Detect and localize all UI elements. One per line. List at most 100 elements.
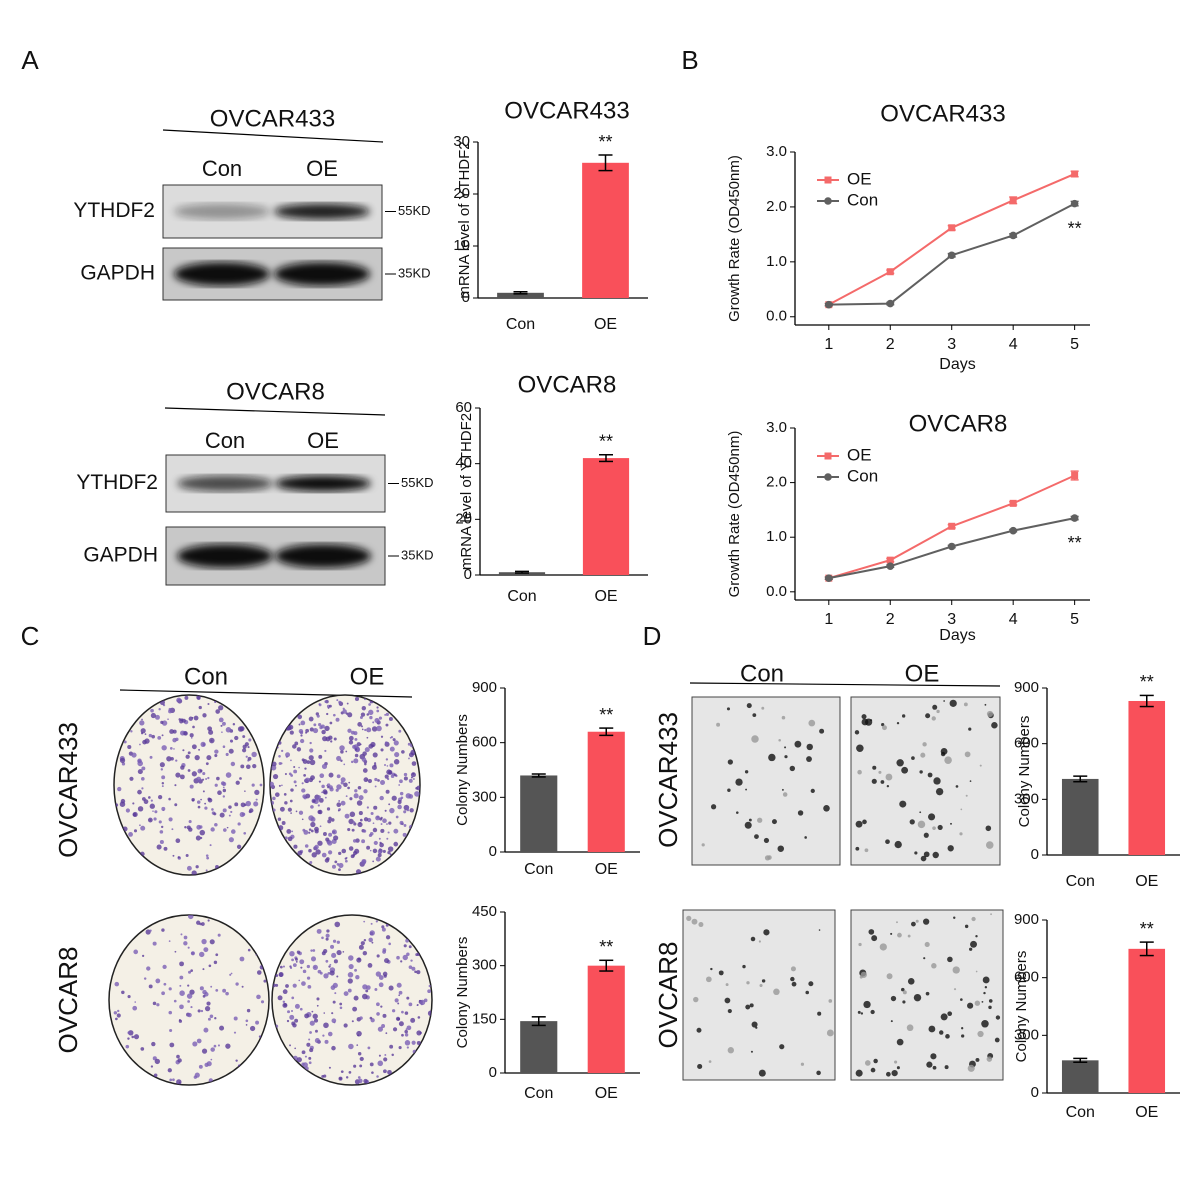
- agar-colony: [968, 727, 972, 731]
- colony: [302, 794, 307, 799]
- x-tick-label: 1: [824, 611, 833, 628]
- chart-title: OVCAR8: [518, 371, 617, 398]
- colony: [388, 985, 394, 991]
- colony: [225, 727, 232, 733]
- colony: [180, 933, 183, 936]
- agar-colony: [925, 713, 931, 719]
- colony: [133, 949, 139, 955]
- colony: [364, 747, 370, 753]
- blot-band: [174, 262, 270, 286]
- colony: [184, 695, 189, 700]
- colony: [169, 1078, 173, 1082]
- colony: [408, 945, 412, 949]
- agar-colony: [797, 810, 804, 816]
- colony: [388, 803, 391, 806]
- colony: [169, 747, 173, 750]
- colony: [202, 713, 207, 718]
- colony: [366, 713, 370, 716]
- colony: [333, 959, 338, 964]
- colony: [298, 979, 301, 982]
- colony: [159, 839, 164, 845]
- colony: [148, 984, 153, 989]
- colony: [366, 727, 372, 733]
- colony: [339, 1077, 342, 1080]
- colony: [399, 820, 404, 825]
- colony: [418, 999, 421, 1002]
- agar-colony: [781, 788, 784, 791]
- colony: [175, 838, 181, 844]
- colony: [335, 717, 340, 722]
- colony: [377, 849, 383, 854]
- y-tick-label: 0: [489, 1064, 497, 1081]
- colony: [358, 1078, 363, 1084]
- colony: [387, 846, 394, 852]
- colony: [300, 966, 303, 969]
- agar-colony: [749, 1003, 754, 1008]
- colony: [371, 744, 375, 747]
- colony: [117, 786, 122, 792]
- colony: [336, 755, 342, 761]
- colony: [182, 749, 185, 752]
- colony: [152, 1001, 157, 1006]
- colony: [282, 1000, 286, 1004]
- colony: [327, 1031, 333, 1037]
- colony: [305, 777, 310, 783]
- agar-colony: [727, 1047, 734, 1054]
- colony: [384, 741, 388, 745]
- colony: [295, 810, 298, 813]
- colony: [378, 975, 384, 980]
- y-tick-label: 0: [1031, 1084, 1039, 1101]
- colony: [363, 708, 366, 711]
- colony: [188, 827, 193, 832]
- agar-colony: [983, 991, 986, 995]
- colony: [385, 789, 390, 794]
- colony: [375, 815, 381, 821]
- colony: [114, 981, 120, 987]
- colony: [406, 996, 410, 1000]
- significance: **: [599, 432, 613, 452]
- colony: [179, 961, 184, 967]
- colony: [218, 705, 224, 711]
- colony: [161, 806, 166, 811]
- blot-band: [177, 544, 273, 568]
- y-tick-label: 60: [455, 399, 472, 416]
- colony: [417, 1016, 421, 1019]
- blot-band: [177, 475, 273, 492]
- column-label: OE: [905, 660, 940, 687]
- colony: [399, 779, 403, 784]
- x-tick-label: Con: [507, 588, 536, 605]
- colony: [298, 810, 304, 815]
- colony: [206, 856, 210, 860]
- colony: [408, 965, 413, 969]
- colony: [363, 1078, 368, 1084]
- colony: [258, 1035, 262, 1038]
- colony: [228, 748, 234, 754]
- colony: [348, 818, 354, 825]
- agar-colony: [984, 985, 988, 989]
- colony: [260, 1000, 265, 1004]
- agar-colony: [949, 699, 957, 707]
- colony: [342, 709, 347, 714]
- agar-colony: [854, 730, 860, 735]
- colony: [218, 717, 224, 723]
- colony: [200, 922, 205, 926]
- colony: [190, 969, 194, 972]
- agar-colony: [784, 755, 788, 759]
- agar-colony: [726, 707, 730, 711]
- colony: [369, 930, 375, 936]
- colony: [389, 807, 395, 814]
- colony: [239, 777, 242, 780]
- colony: [358, 944, 364, 950]
- colony: [363, 938, 367, 942]
- colony: [372, 752, 378, 758]
- colony: [310, 956, 317, 962]
- colony: [321, 729, 326, 735]
- colony: [214, 783, 218, 787]
- colony: [202, 989, 207, 995]
- agar-colony: [982, 976, 990, 984]
- agar-colony: [988, 999, 993, 1003]
- colony: [344, 813, 350, 819]
- colony: [219, 1025, 225, 1031]
- colony: [194, 1072, 200, 1078]
- colony: [343, 991, 349, 997]
